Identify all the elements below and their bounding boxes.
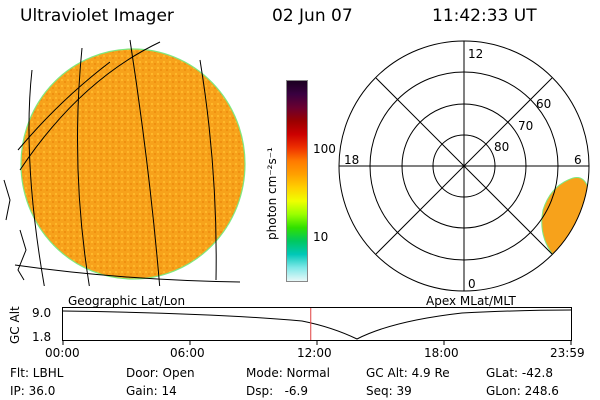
glon-info: GLon: 248.6 [486,384,559,398]
observation-date: 02 Jun 07 [272,6,353,26]
earth-disk [20,48,246,280]
geographic-image [3,39,246,286]
mlt-label-6: 6 [574,153,582,167]
gain-info: Gain: 14 [126,384,177,398]
colorbar [286,80,308,282]
left-panel-caption: Geographic Lat/Lon [68,294,186,308]
mlat-label-80: 80 [494,140,509,154]
colorbar-label: photon cm⁻²s⁻¹ [265,147,279,240]
mlat-label-60: 60 [536,97,551,111]
timeline-tick-2359: 23:59 [550,346,585,360]
colorbar-tick-100: 100 [313,142,336,156]
mlt-label-0: 0 [468,277,476,291]
glat-info: GLat: -42.8 [486,366,553,380]
seq-info: Seq: 39 [366,384,412,398]
altitude-curve [62,309,572,340]
altitude-timeline [62,307,572,345]
dsp-info: Dsp: -6.9 [246,384,309,398]
colorbar-tick-10: 10 [313,230,329,244]
observation-time: 11:42:33 UT [432,6,537,26]
mlat-label-70: 70 [518,119,533,133]
timeline-tick-1800: 18:00 [424,346,459,360]
mlt-label-18: 18 [344,153,359,167]
right-panel-caption: Apex MLat/MLT [426,294,516,308]
mode-info: Mode: Normal [246,366,330,380]
timeline-tick-0000: 00:00 [45,346,80,360]
polar-plot: 12 6 0 18 60 70 80 [338,40,590,292]
timeline-ylabel: GC Alt [8,306,22,344]
mlt-label-12: 12 [468,47,483,61]
timeline-ymin: 1.8 [32,330,52,344]
timeline-ymax: 9.0 [32,306,52,320]
timeline-tick-0600: 06:00 [170,346,205,360]
door-info: Door: Open [126,366,195,380]
timeline-tick-1200: 12:00 [297,346,332,360]
filter-info: Flt: LBHL [10,366,64,380]
ip-info: IP: 36.0 [10,384,56,398]
earth-limb-region [541,177,589,256]
instrument-title: Ultraviolet Imager [20,6,174,26]
gc-alt-info: GC Alt: 4.9 Re [366,366,450,380]
